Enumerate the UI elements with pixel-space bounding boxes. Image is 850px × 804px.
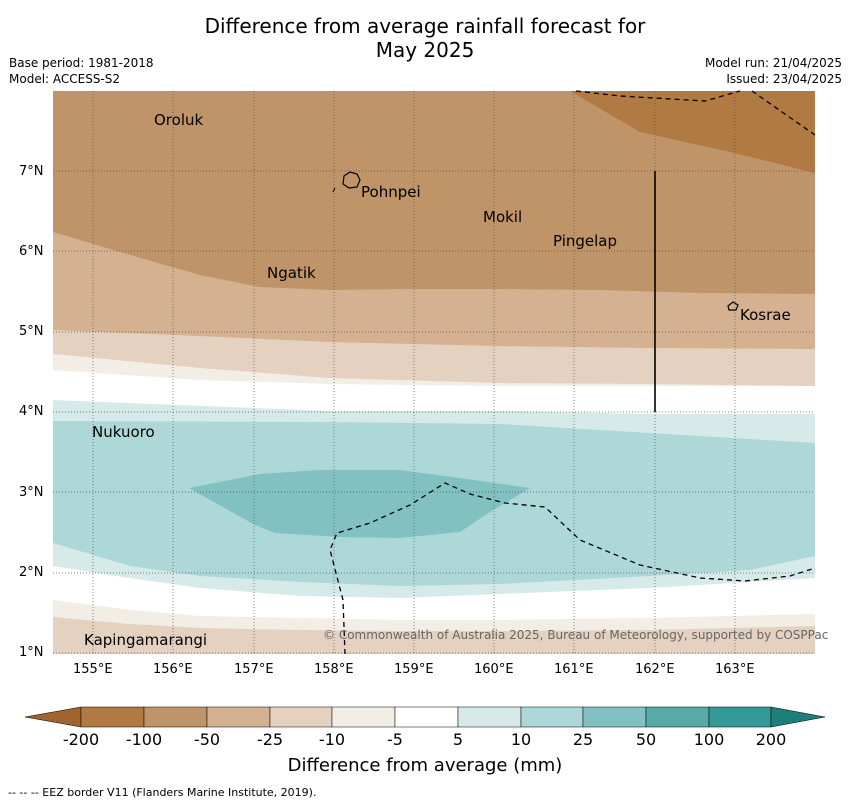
colorbar-swatch-m10: [331, 706, 396, 728]
colorbar-swatch-p25: [582, 706, 647, 728]
place-oroluk: Oroluk: [154, 111, 204, 129]
lat-label-4n: 4°N: [19, 404, 44, 419]
model-name: Model: ACCESS-S2: [9, 72, 121, 86]
place-mokil: Mokil: [483, 208, 523, 226]
eez-borders: [329, 90, 816, 655]
lat-label-2n: 2°N: [19, 565, 44, 580]
place-kosrae: Kosrae: [740, 306, 791, 324]
colorbar-swatch-m100: [143, 706, 208, 728]
lon-label-163e: 163°E: [715, 662, 755, 677]
lat-label-1n: 1°N: [19, 645, 44, 660]
lon-label-158e: 158°E: [314, 662, 354, 677]
band-p25: [189, 470, 530, 538]
cbar-label-m5: -5: [387, 730, 403, 749]
colorbar-swatch-p10: [520, 706, 584, 728]
eez-legend-note: -- -- -- EEZ border V11 (Flanders Marine…: [8, 786, 317, 799]
copyright-notice: © Commonwealth of Australia 2025, Bureau…: [323, 628, 829, 642]
colorbar-title: Difference from average (mm): [287, 755, 563, 776]
colorbar: [24, 706, 826, 728]
lat-label-3n: 3°N: [19, 485, 44, 500]
kosrae-island: [727, 301, 739, 311]
colorbar-swatch-lt-minus200: [24, 706, 82, 728]
colorbar-swatch-m200: [80, 706, 145, 728]
lon-label-156e: 156°E: [153, 662, 193, 677]
place-kapingamarangi: Kapingamarangi: [84, 631, 208, 649]
colorbar-swatch-p100: [708, 706, 772, 728]
cbar-label-m25: -25: [256, 730, 284, 749]
place-nukuoro: Nukuoro: [92, 423, 155, 441]
issued-date: Issued: 23/04/2025: [726, 72, 842, 86]
colorbar-swatch-neutral: [394, 706, 459, 728]
lon-label-161e: 161°E: [554, 662, 594, 677]
cbar-label-p5: 5: [452, 730, 464, 749]
cbar-label-p100: 100: [693, 730, 725, 749]
colorbar-swatch-m25: [269, 706, 333, 728]
colorbar-swatch-m50: [206, 706, 271, 728]
cbar-label-p50: 50: [635, 730, 657, 749]
base-period: Base period: 1981-2018: [9, 56, 154, 70]
cbar-label-p200: 200: [755, 730, 787, 749]
colorbar-swatch-p5: [457, 706, 522, 728]
cbar-label-m200: -200: [62, 730, 100, 749]
cbar-label-p10: 10: [510, 730, 532, 749]
model-run: Model run: 21/04/2025: [704, 56, 842, 70]
lat-label-5n: 5°N: [19, 324, 44, 339]
map-title-line2: May 2025: [375, 38, 475, 62]
place-pingelap: Pingelap: [553, 232, 618, 250]
cbar-label-p25: 25: [572, 730, 594, 749]
lat-label-7n: 7°N: [19, 164, 44, 179]
place-pohnpei: Pohnpei: [361, 183, 421, 201]
colorbar-swatch-p50: [645, 706, 710, 728]
lon-label-160e: 160°E: [474, 662, 514, 677]
lon-label-155e: 155°E: [73, 662, 113, 677]
pohnpei-islet: [332, 187, 336, 193]
lon-label-157e: 157°E: [234, 662, 274, 677]
band-bottom-m25: [53, 617, 815, 654]
cbar-label-m50: -50: [193, 730, 221, 749]
colorbar-swatch-gt200: [770, 706, 826, 728]
map-title-line1: Difference from average rainfall forecas…: [204, 14, 646, 38]
lat-label-6n: 6°N: [19, 244, 44, 259]
lon-label-162e: 162°E: [635, 662, 675, 677]
place-ngatik: Ngatik: [267, 264, 316, 282]
band-m200: [570, 91, 815, 173]
pohnpei-island: [342, 171, 361, 189]
lon-label-159e: 159°E: [394, 662, 434, 677]
band-m100: [53, 91, 815, 294]
cbar-label-m100: -100: [125, 730, 163, 749]
cbar-label-m10: -10: [318, 730, 346, 749]
